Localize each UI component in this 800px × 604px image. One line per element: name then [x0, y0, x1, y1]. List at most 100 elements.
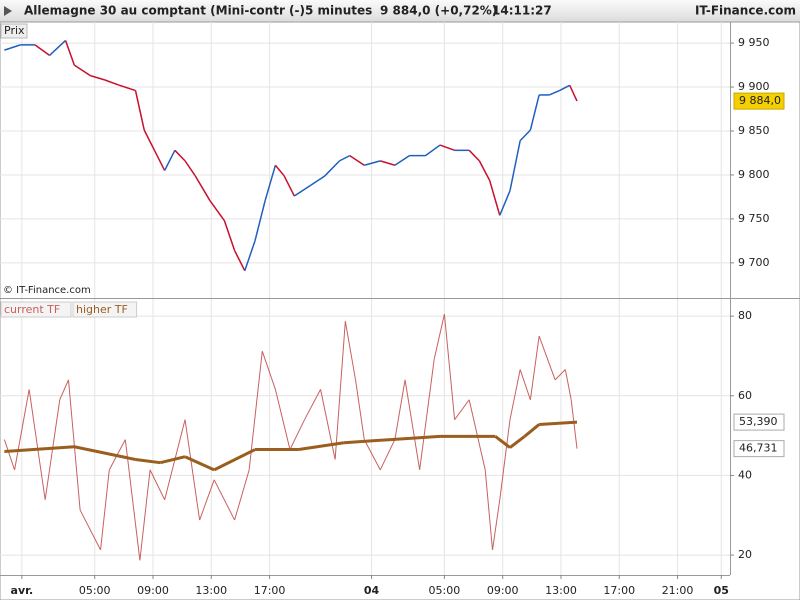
series-segment — [519, 369, 531, 400]
series-segment — [478, 160, 491, 181]
series-segment — [199, 479, 215, 521]
series-segment — [488, 180, 501, 216]
last-value-label: 9 884,0 — [739, 94, 781, 107]
series-segment — [143, 129, 156, 151]
series-segment — [209, 199, 225, 222]
series-segment — [394, 379, 406, 440]
legend-entry[interactable]: current TF — [4, 303, 60, 316]
series-segment — [529, 94, 540, 131]
series-segment — [149, 469, 166, 500]
series-segment — [135, 458, 161, 465]
series-segment — [363, 439, 381, 471]
series-segment — [433, 314, 445, 360]
series-segment — [523, 423, 541, 438]
x-tick-label: 09:00 — [137, 584, 169, 597]
series-segment — [213, 448, 256, 472]
y-tick-label: 9 950 — [738, 36, 770, 49]
last-value-label: 53,390 — [739, 415, 778, 428]
menu-arrow[interactable] — [4, 6, 12, 16]
series-segment — [380, 160, 396, 166]
last-value-tag — [733, 92, 785, 110]
y-tick-label: 9 700 — [738, 256, 770, 269]
series-segment — [134, 90, 145, 131]
x-tick-label: 17:00 — [254, 584, 286, 597]
x-tick-label: 05:00 — [79, 584, 111, 597]
series-segment — [509, 140, 521, 191]
series-segment — [554, 369, 566, 381]
series-segment — [153, 149, 166, 171]
instrument: Allemagne 30 au comptant (Mini-contr (-) — [24, 4, 305, 18]
series-segment — [484, 469, 493, 550]
last-value-tag — [733, 413, 785, 431]
series-segment — [67, 379, 81, 511]
series-segment — [538, 335, 556, 381]
series-segment — [499, 419, 511, 500]
y-tick-label: 9 800 — [738, 168, 770, 181]
y-tick-label: 40 — [738, 468, 752, 481]
series-segment — [174, 149, 186, 162]
x-tick-label: 05:00 — [429, 584, 461, 597]
series-segment — [539, 420, 578, 426]
series-segment — [549, 89, 560, 96]
series-segment — [184, 160, 196, 177]
x-tick-label: 09:00 — [487, 584, 519, 597]
last-value-label: 46,731 — [739, 442, 778, 455]
series-segment — [274, 164, 285, 177]
series-segment — [499, 190, 511, 216]
series-segment — [509, 435, 526, 449]
legend-entry[interactable]: higher TF — [76, 303, 128, 316]
x-tick-label: avr. — [11, 584, 34, 597]
series-segment — [119, 84, 136, 92]
y-tick-label: 9 750 — [738, 212, 770, 225]
series-segment — [104, 79, 120, 86]
series-segment — [468, 399, 486, 470]
series-segment — [304, 389, 322, 420]
series-segment — [419, 359, 435, 470]
legend-box[interactable] — [72, 301, 138, 318]
x-tick-label: 04 — [364, 584, 380, 597]
series-segment — [309, 175, 326, 187]
series-segment — [163, 149, 176, 171]
series-segment — [334, 321, 346, 460]
series-segment — [90, 74, 106, 81]
series-segment — [234, 469, 250, 521]
series-segment — [223, 220, 236, 251]
series-segment — [559, 84, 571, 92]
series-segment — [184, 455, 215, 472]
interval: 5 minutes — [305, 4, 372, 18]
legend-box[interactable] — [0, 301, 72, 318]
series-segment — [274, 389, 291, 450]
series-segment — [324, 160, 341, 177]
series-segment — [344, 321, 357, 380]
series-segment — [74, 445, 136, 461]
series-segment — [439, 144, 455, 152]
series-segment — [233, 250, 246, 272]
series-segment — [14, 389, 30, 470]
series-segment — [454, 399, 470, 420]
x-tick-label: 21:00 — [662, 584, 694, 597]
series-segment — [320, 389, 336, 460]
y-tick-label: 80 — [738, 309, 752, 322]
series-segment — [34, 44, 50, 57]
series-segment — [339, 154, 351, 162]
series-segment — [289, 419, 305, 450]
x-tick-label: 13:00 — [195, 584, 227, 597]
series-segment — [349, 154, 365, 166]
series-segment — [124, 439, 141, 561]
series-segment — [64, 40, 76, 66]
series-segment — [254, 200, 266, 242]
series-segment — [529, 335, 540, 400]
series-segment — [394, 154, 410, 166]
series-segment — [519, 129, 531, 142]
series-segment — [492, 499, 501, 550]
panel-label: Prix — [4, 24, 25, 37]
series-segment — [244, 240, 256, 271]
series-segment — [564, 369, 572, 400]
series-segment — [364, 160, 381, 166]
series-segment — [404, 379, 421, 470]
series-segment — [3, 439, 16, 471]
quote: 9 884,0 (+0,72%) — [380, 4, 497, 18]
y-tick-label: 9 850 — [738, 124, 770, 137]
series-segment — [4, 445, 75, 454]
